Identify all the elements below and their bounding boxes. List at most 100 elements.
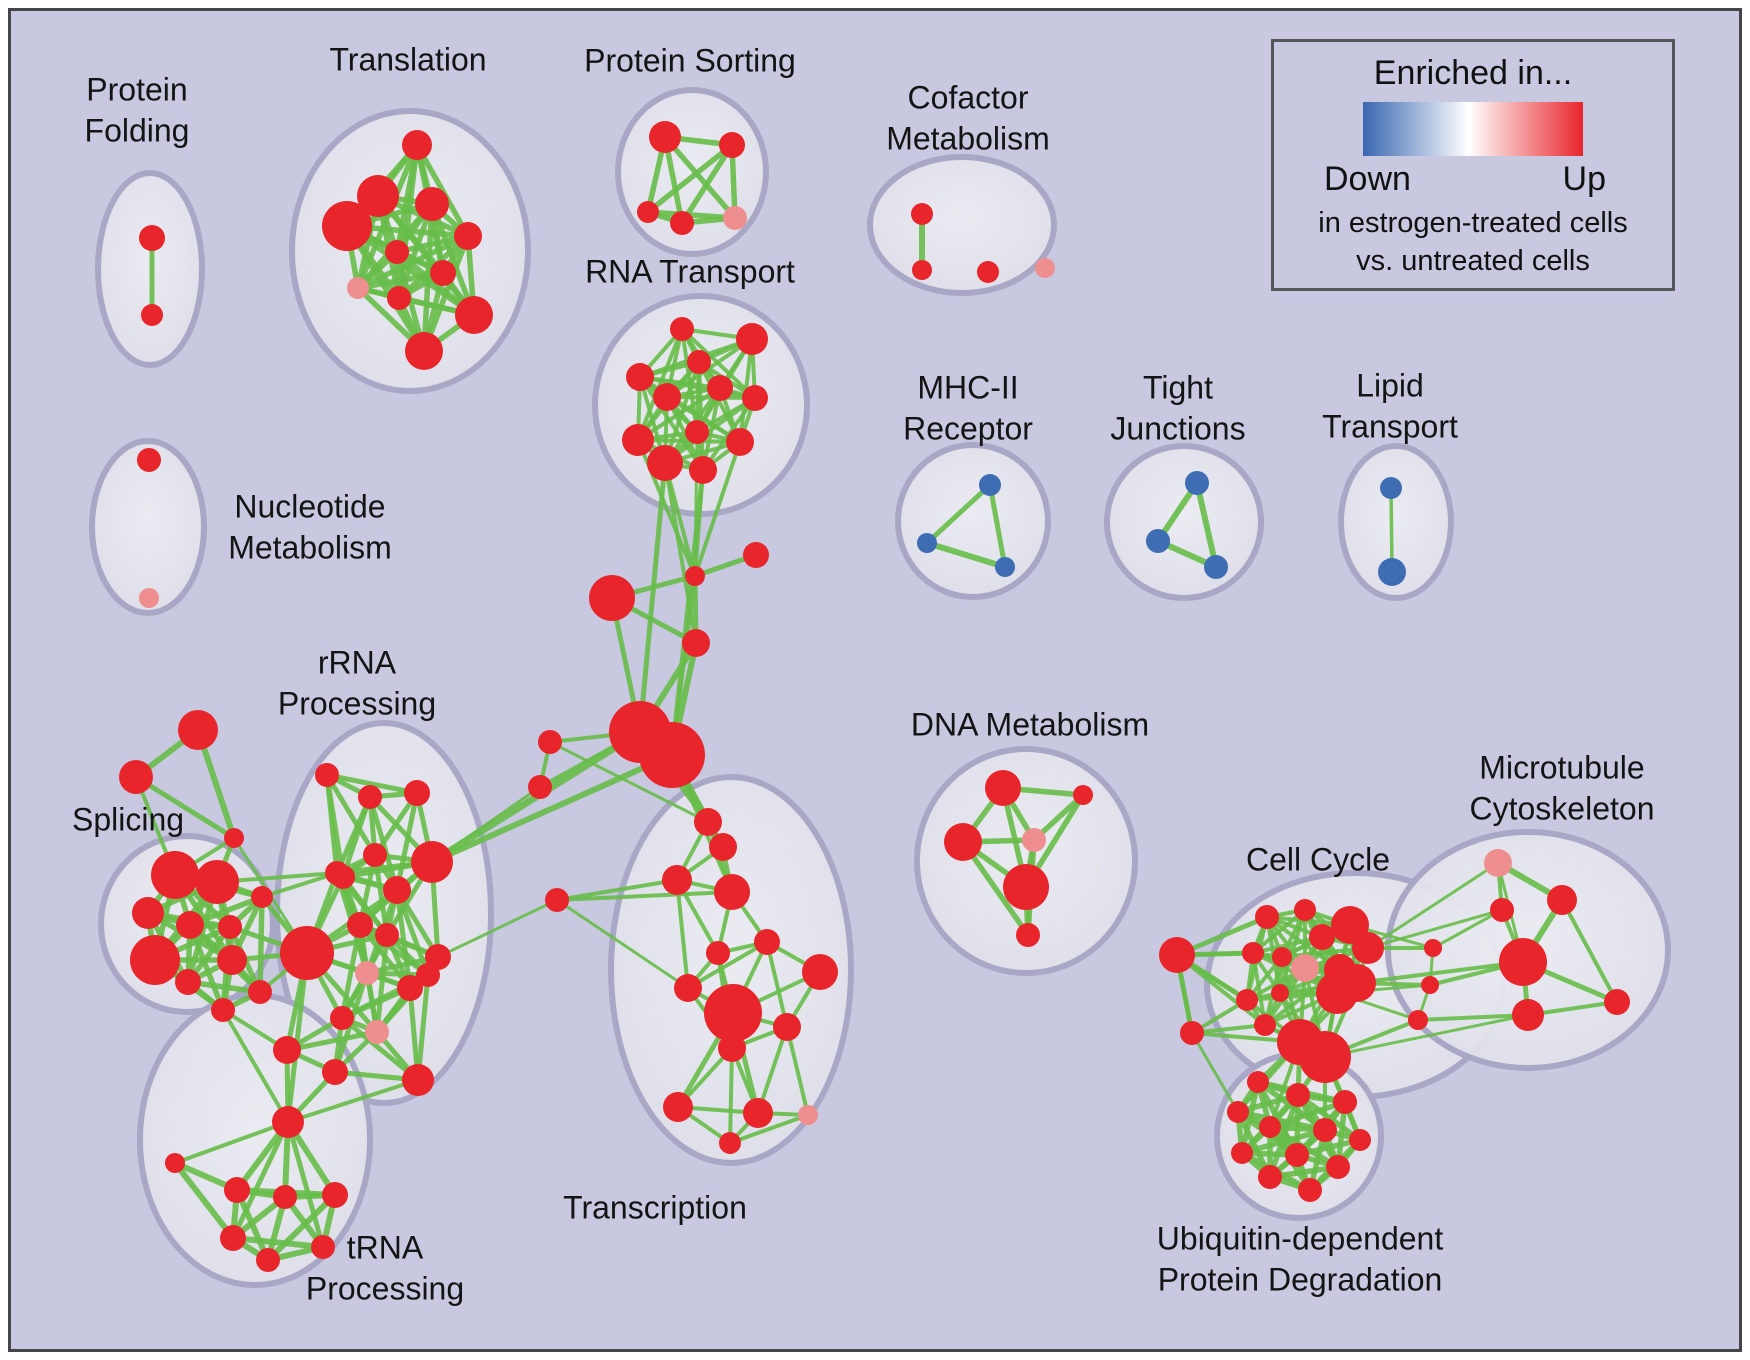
node-s10[interactable] xyxy=(248,980,272,1004)
node-s7[interactable] xyxy=(130,935,180,985)
node-tx1[interactable] xyxy=(694,808,722,836)
node-u7[interactable] xyxy=(1349,1129,1371,1151)
node-mt4[interactable] xyxy=(1499,938,1547,986)
node-tx15[interactable] xyxy=(719,1132,741,1154)
node-d4[interactable] xyxy=(1022,828,1046,852)
node-tx3[interactable] xyxy=(662,865,692,895)
node-t2[interactable] xyxy=(357,175,399,217)
node-d6[interactable] xyxy=(1016,923,1040,947)
node-mt1[interactable] xyxy=(1484,849,1512,877)
node-k2[interactable] xyxy=(743,542,769,568)
node-u12[interactable] xyxy=(1298,1178,1322,1202)
node-cf2[interactable] xyxy=(912,260,932,280)
node-rr19[interactable] xyxy=(273,1036,301,1064)
node-x1[interactable] xyxy=(538,730,562,754)
node-r10[interactable] xyxy=(726,428,754,456)
node-u4[interactable] xyxy=(1227,1101,1249,1123)
node-s6[interactable] xyxy=(218,915,242,939)
node-p3[interactable] xyxy=(637,201,659,223)
node-r11[interactable] xyxy=(647,445,683,481)
node-s1[interactable] xyxy=(151,851,199,899)
node-u2[interactable] xyxy=(1286,1083,1310,1107)
node-tn1[interactable] xyxy=(224,1177,250,1203)
node-t3[interactable] xyxy=(415,187,449,221)
node-cc1[interactable] xyxy=(1255,905,1279,929)
node-mt6[interactable] xyxy=(1604,989,1630,1015)
node-tx4[interactable] xyxy=(714,874,750,910)
node-s11[interactable] xyxy=(211,998,235,1022)
node-cc13[interactable] xyxy=(1338,964,1376,1002)
node-n2[interactable] xyxy=(139,588,159,608)
node-r5[interactable] xyxy=(653,383,681,411)
node-t1[interactable] xyxy=(402,130,432,160)
node-tn6[interactable] xyxy=(256,1248,280,1272)
node-tn4[interactable] xyxy=(220,1225,246,1251)
node-h2[interactable] xyxy=(639,722,705,788)
node-cf1[interactable] xyxy=(911,203,933,225)
node-t8[interactable] xyxy=(347,277,369,299)
node-cf4[interactable] xyxy=(1035,258,1055,278)
node-mtc2[interactable] xyxy=(1421,976,1439,994)
node-mt5[interactable] xyxy=(1512,999,1544,1031)
node-p5[interactable] xyxy=(723,206,747,230)
node-t6[interactable] xyxy=(385,240,409,264)
node-rr17[interactable] xyxy=(322,1059,348,1085)
node-t9[interactable] xyxy=(387,286,411,310)
node-r4[interactable] xyxy=(626,363,654,391)
node-cc14[interactable] xyxy=(1254,1014,1276,1036)
node-p1[interactable] xyxy=(649,121,681,153)
node-rrH[interactable] xyxy=(280,926,334,980)
node-cc10[interactable] xyxy=(1236,989,1258,1011)
node-r9[interactable] xyxy=(622,424,654,456)
node-s8[interactable] xyxy=(175,969,201,995)
node-rr3[interactable] xyxy=(404,780,430,806)
node-rr16[interactable] xyxy=(365,1020,389,1044)
node-rr10[interactable] xyxy=(375,923,399,947)
node-r12[interactable] xyxy=(689,456,717,484)
node-m2[interactable] xyxy=(917,533,937,553)
node-l2[interactable] xyxy=(1378,558,1406,586)
node-cc7[interactable] xyxy=(1291,954,1319,982)
node-rr1[interactable] xyxy=(315,763,339,787)
node-p4[interactable] xyxy=(670,211,694,235)
node-rr14[interactable] xyxy=(397,975,423,1001)
node-s2[interactable] xyxy=(195,860,239,904)
node-pf1[interactable] xyxy=(139,225,165,251)
node-tn3[interactable] xyxy=(322,1182,348,1208)
node-rr6[interactable] xyxy=(411,841,453,883)
node-mt2[interactable] xyxy=(1547,885,1577,915)
node-x3[interactable] xyxy=(545,888,569,912)
node-tn2[interactable] xyxy=(273,1185,297,1209)
node-cc2[interactable] xyxy=(1294,899,1316,921)
node-ccI[interactable] xyxy=(1159,937,1195,973)
node-t7[interactable] xyxy=(430,260,456,286)
node-d2[interactable] xyxy=(1073,785,1093,805)
node-ccS[interactable] xyxy=(1180,1021,1204,1045)
node-t10[interactable] xyxy=(455,296,493,334)
node-u10[interactable] xyxy=(1326,1155,1350,1179)
node-u8[interactable] xyxy=(1231,1142,1253,1164)
node-cf3[interactable] xyxy=(977,261,999,283)
node-rr8[interactable] xyxy=(325,861,349,885)
node-r6[interactable] xyxy=(707,375,733,401)
node-st3[interactable] xyxy=(224,828,244,848)
node-tx6[interactable] xyxy=(706,941,730,965)
node-tj2[interactable] xyxy=(1146,529,1170,553)
node-m3[interactable] xyxy=(995,557,1015,577)
node-l1[interactable] xyxy=(1380,477,1402,499)
node-tn5[interactable] xyxy=(311,1235,335,1259)
node-tx5[interactable] xyxy=(754,929,780,955)
node-mtc1[interactable] xyxy=(1424,939,1442,957)
node-cc6[interactable] xyxy=(1272,947,1292,967)
node-s9[interactable] xyxy=(217,945,247,975)
node-u1[interactable] xyxy=(1247,1071,1269,1093)
node-tx10[interactable] xyxy=(773,1013,801,1041)
node-u3[interactable] xyxy=(1333,1090,1357,1114)
node-tj1[interactable] xyxy=(1185,471,1209,495)
node-st2[interactable] xyxy=(119,760,153,794)
node-u11[interactable] xyxy=(1258,1165,1282,1189)
node-st1[interactable] xyxy=(178,710,218,750)
node-s3[interactable] xyxy=(132,897,164,929)
node-tx2[interactable] xyxy=(709,833,737,861)
node-tx14[interactable] xyxy=(798,1105,818,1125)
